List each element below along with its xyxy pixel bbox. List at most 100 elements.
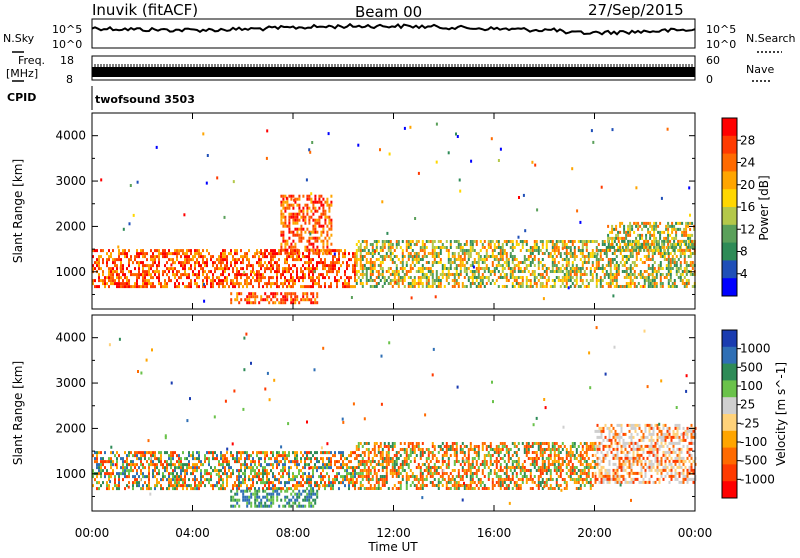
rti-cell: [410, 460, 412, 463]
rti-cell: [252, 469, 254, 472]
rti-cell: [526, 267, 528, 270]
rti-cell: [579, 221, 581, 224]
rti-cell: [232, 487, 234, 490]
rti-cell: [422, 273, 424, 276]
rti-cell: [672, 267, 674, 270]
rti-cell: [570, 270, 572, 273]
rti-cell: [268, 487, 270, 490]
rti-cell: [404, 457, 406, 460]
rti-cell: [122, 267, 124, 270]
rti-cell: [422, 276, 424, 279]
rti-cell: [614, 264, 616, 267]
rti-cell: [408, 252, 410, 255]
rti-cell: [410, 454, 412, 457]
rti-cell: [128, 279, 130, 282]
rti-cell: [130, 469, 132, 472]
rti-cell: [456, 487, 458, 490]
rti-cell: [309, 151, 311, 154]
rti-cell: [314, 201, 316, 204]
rti-cell: [190, 454, 192, 457]
rti-cell: [270, 282, 272, 285]
rti-cell: [594, 270, 596, 273]
rti-cell: [292, 255, 294, 258]
rti-cell: [240, 261, 242, 264]
rti-cell: [150, 282, 152, 285]
rti-cell: [282, 487, 284, 490]
rti-cell: [398, 451, 400, 454]
rti-cell: [552, 240, 554, 243]
rti-cell: [122, 469, 124, 472]
rti-cell: [142, 273, 144, 276]
rti-cell: [414, 445, 416, 448]
rti-cell: [618, 267, 620, 270]
rti-cell: [598, 243, 600, 246]
rti-cell: [298, 210, 300, 213]
rti-cell: [609, 231, 611, 234]
rti-cell: [240, 276, 242, 279]
rti-cell: [308, 207, 310, 210]
rti-cell: [480, 285, 482, 288]
rti-cell: [457, 135, 459, 138]
rti-cell: [570, 279, 572, 282]
rti-cell: [234, 484, 236, 487]
rti-cell: [534, 270, 536, 273]
rti-cell: [462, 469, 464, 472]
rti-cell: [236, 252, 238, 255]
rti-cell: [326, 249, 328, 252]
rti-cell: [486, 255, 488, 258]
rti-cell: [476, 454, 478, 457]
rti-cell: [112, 267, 114, 270]
rti-cell: [374, 466, 376, 469]
rti-cell: [649, 222, 651, 225]
rti-cell: [342, 255, 344, 258]
rti-cell: [408, 240, 410, 243]
rti-cell: [132, 469, 134, 472]
rti-cell: [580, 276, 582, 279]
rti-cell: [428, 279, 430, 282]
rti-cell: [254, 487, 256, 490]
rti-cell: [406, 487, 408, 490]
rti-cell: [418, 445, 420, 448]
rti-cell: [310, 487, 312, 490]
rti-cell: [434, 463, 436, 466]
rti-cell: [508, 264, 510, 267]
rti-cell: [440, 475, 442, 478]
rti-cell: [256, 276, 258, 279]
rti-cell: [304, 472, 306, 475]
rti-cell: [352, 481, 354, 484]
rti-cell: [252, 481, 254, 484]
rti-cell: [456, 258, 458, 261]
rti-cell: [458, 285, 460, 288]
rti-cell: [673, 249, 675, 252]
rti-cell: [122, 463, 124, 466]
rti-cell: [446, 276, 448, 279]
rti-cell: [252, 285, 254, 288]
rti-cell: [410, 282, 412, 285]
rti-cell: [198, 249, 200, 252]
rti-cell: [382, 258, 384, 261]
rti-cell: [180, 276, 182, 279]
rti-cell: [292, 213, 294, 216]
rti-cell: [128, 472, 130, 475]
rti-cell: [336, 249, 338, 252]
rti-cell: [302, 216, 304, 219]
rti-cell: [686, 267, 688, 270]
rti-cell: [320, 466, 322, 469]
rti-cell: [148, 481, 150, 484]
rti-cell: [170, 484, 172, 487]
rti-cell: [236, 487, 238, 490]
rti-cell: [364, 273, 366, 276]
rti-cell: [360, 454, 362, 457]
rti-cell: [156, 255, 158, 258]
rti-cell: [386, 475, 388, 478]
rti-cell: [98, 279, 100, 282]
rti-cell: [486, 258, 488, 261]
rti-cell: [613, 237, 615, 240]
rti-cell: [112, 282, 114, 285]
rti-cell: [522, 246, 524, 249]
rti-cell: [642, 261, 644, 264]
rti-cell: [523, 194, 525, 197]
rti-cell: [224, 267, 226, 270]
rti-cell: [684, 282, 686, 285]
rti-cell: [108, 276, 110, 279]
